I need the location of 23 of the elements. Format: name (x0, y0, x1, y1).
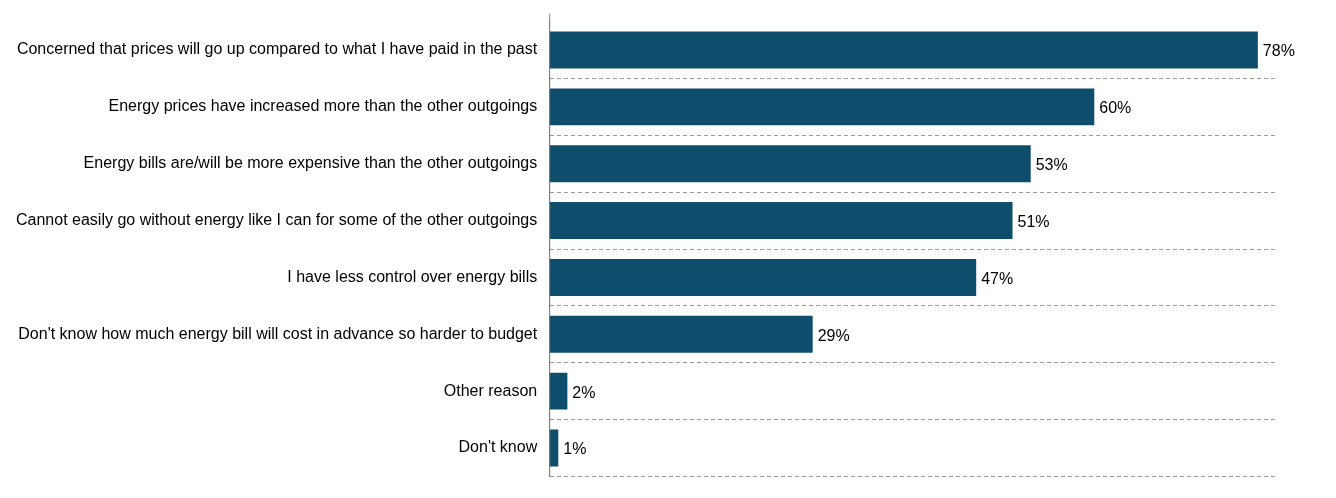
bar (549, 372, 568, 410)
y-tick-label: Cannot easily go without energy like I can for some of the other outgoings (15, 210, 538, 228)
data-label: 60% (1099, 99, 1132, 117)
bar (549, 88, 1095, 126)
data-label: 51% (1017, 212, 1050, 230)
data-label: 78% (1262, 42, 1295, 60)
data-label: 2% (572, 383, 596, 401)
bar (549, 202, 1013, 240)
y-tick-label: Energy prices have increased more than the other outgoings (108, 97, 538, 115)
y-tick-label: I have less control over energy bills (287, 267, 538, 285)
data-label: 29% (817, 326, 850, 344)
y-tick-label: Concerned that prices will go up compared to what I have paid in the past (16, 40, 538, 58)
data-label: 47% (981, 269, 1014, 287)
data-label: 1% (563, 440, 587, 458)
y-tick-label: Other reason (443, 381, 538, 399)
y-tick-label: Don't know how much energy bill will cost in advance so harder to budget (18, 324, 538, 342)
y-tick-label: Don't know (458, 438, 538, 456)
bar (549, 31, 1258, 69)
bar (549, 145, 1031, 183)
bar (549, 258, 977, 296)
bar (549, 315, 813, 353)
y-tick-label: Energy bills are/will be more expensive than the other outgoings (83, 154, 538, 172)
data-label: 53% (1035, 156, 1068, 174)
